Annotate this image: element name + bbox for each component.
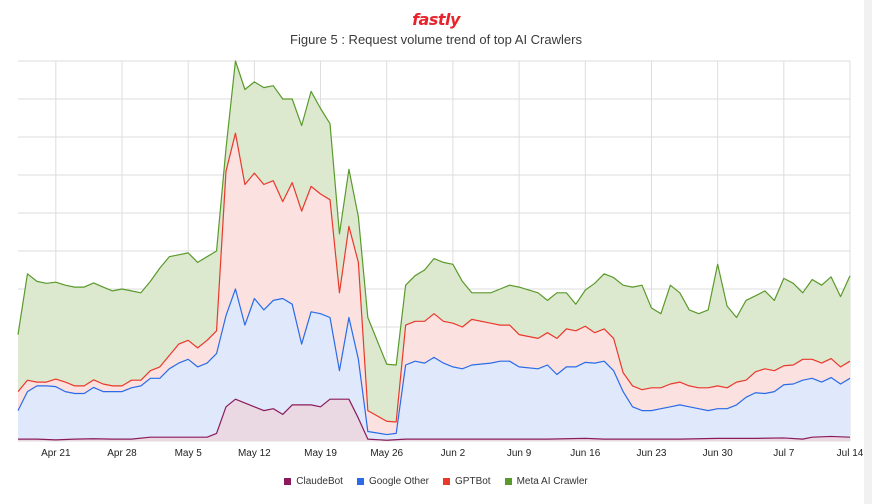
chart-title: Figure 5 : Request volume trend of top A…: [290, 32, 582, 47]
x-tick-label: Jun 30: [703, 448, 733, 459]
x-tick-label: Apr 21: [41, 448, 71, 459]
legend-swatch-claudebot: [284, 478, 292, 485]
legend-label-google-other: Google Other: [368, 476, 430, 487]
x-axis-tick-labels: Apr 21 Apr 28 May 5 May 12 May 19 May 26 Jun 2…: [41, 448, 864, 459]
x-tick-label: Apr 28: [107, 448, 137, 459]
legend-swatch-gptbot: [443, 478, 451, 485]
legend-item-gptbot[interactable]: GPTBot: [443, 476, 491, 487]
x-tick-label: Jun 9: [507, 448, 532, 459]
area-fill-claudebot: [18, 399, 850, 441]
legend-item-claudebot[interactable]: ClaudeBot: [284, 476, 343, 487]
x-tick-label: May 26: [370, 448, 403, 459]
series-line-claudebot[interactable]: [18, 398, 851, 441]
series-line-google-other[interactable]: [17, 288, 851, 436]
x-tick-label: May 5: [175, 448, 203, 459]
series-line-meta-ai-crawler[interactable]: [17, 60, 851, 366]
x-tick-label: May 19: [304, 448, 337, 459]
x-tick-label: Jul 14: [837, 448, 864, 459]
legend-label-gptbot: GPTBot: [455, 476, 491, 487]
series-line-gptbot[interactable]: [17, 132, 851, 423]
fastly-logo: fastly: [412, 10, 460, 29]
x-tick-label: May 12: [238, 448, 271, 459]
right-edge-scrollbar-track: [864, 0, 872, 504]
legend-item-google-other[interactable]: Google Other: [356, 476, 430, 487]
legend-item-meta-ai-crawler[interactable]: Meta AI Crawler: [504, 476, 588, 487]
legend-label-claudebot: ClaudeBot: [296, 476, 343, 487]
legend: ClaudeBot Google Other GPTBot Meta AI Cr…: [0, 476, 872, 487]
area-series-group: [17, 60, 851, 441]
x-tick-label: Jun 23: [636, 448, 666, 459]
x-tick-label: Jul 7: [773, 448, 795, 459]
legend-swatch-meta-ai-crawler: [504, 478, 512, 485]
x-tick-label: Jun 2: [441, 448, 466, 459]
x-tick-label: Jun 16: [570, 448, 600, 459]
legend-label-meta-ai-crawler: Meta AI Crawler: [516, 476, 588, 487]
area-fill-google-other: [18, 289, 850, 441]
legend-swatch-google-other: [356, 478, 364, 485]
